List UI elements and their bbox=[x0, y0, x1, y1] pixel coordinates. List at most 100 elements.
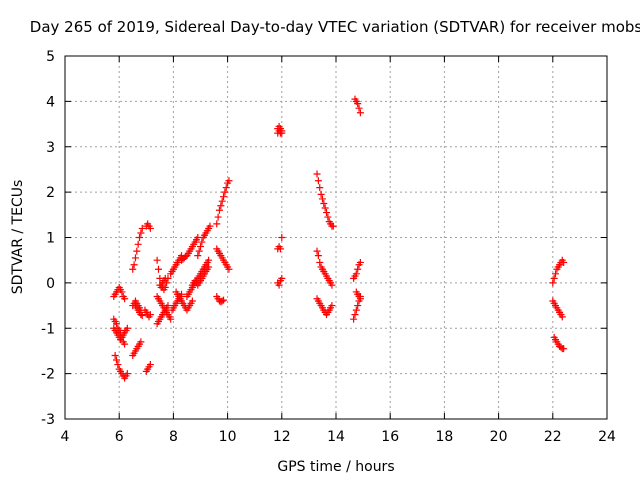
data-points bbox=[110, 95, 568, 382]
x-tick-label: 4 bbox=[61, 429, 70, 445]
data-point bbox=[130, 261, 138, 269]
data-point bbox=[153, 256, 161, 264]
data-point bbox=[112, 320, 120, 328]
data-point bbox=[205, 256, 213, 264]
data-point bbox=[560, 345, 568, 353]
y-tick-label: 4 bbox=[46, 94, 55, 110]
data-point bbox=[121, 295, 129, 303]
data-point bbox=[278, 129, 286, 137]
data-point bbox=[356, 109, 364, 117]
y-tick-label: 0 bbox=[46, 276, 55, 292]
y-tick-label: -2 bbox=[41, 367, 55, 383]
data-point bbox=[138, 312, 146, 320]
data-point bbox=[313, 170, 321, 178]
data-point bbox=[134, 240, 142, 248]
data-point bbox=[146, 361, 154, 369]
data-point bbox=[350, 315, 358, 323]
data-point bbox=[324, 213, 332, 221]
data-point bbox=[278, 274, 286, 282]
data-point bbox=[215, 206, 223, 214]
data-point bbox=[217, 202, 225, 210]
x-tick-label: 10 bbox=[219, 429, 237, 445]
data-point bbox=[188, 297, 196, 305]
data-point bbox=[314, 252, 322, 260]
y-tick-labels: -3 -2 -1 0 1 2 3 4 5 bbox=[41, 49, 55, 428]
data-point bbox=[146, 311, 154, 319]
data-point bbox=[316, 258, 324, 266]
data-point bbox=[323, 209, 331, 217]
data-point bbox=[136, 234, 144, 241]
data-point bbox=[329, 222, 337, 230]
data-point bbox=[118, 333, 126, 341]
data-point bbox=[167, 315, 175, 323]
data-point bbox=[352, 306, 360, 314]
data-point bbox=[276, 245, 284, 253]
data-point bbox=[137, 229, 145, 237]
data-point bbox=[355, 104, 363, 112]
data-point bbox=[112, 356, 120, 364]
data-point bbox=[317, 190, 325, 198]
data-point bbox=[318, 195, 326, 203]
data-point bbox=[352, 270, 360, 278]
data-point bbox=[194, 252, 202, 260]
data-point bbox=[118, 288, 126, 296]
x-tick-label: 6 bbox=[115, 429, 124, 445]
data-point bbox=[351, 311, 359, 319]
data-point bbox=[154, 265, 162, 273]
data-point bbox=[313, 247, 321, 255]
data-point bbox=[157, 283, 165, 291]
y-tick-label: 5 bbox=[46, 49, 55, 65]
data-point bbox=[316, 184, 324, 192]
data-point bbox=[218, 297, 226, 305]
data-point bbox=[225, 265, 233, 273]
axis-ticks bbox=[64, 55, 608, 420]
data-point bbox=[121, 340, 129, 348]
data-point bbox=[206, 222, 214, 230]
data-point bbox=[560, 258, 568, 266]
y-tick-label: -1 bbox=[41, 321, 55, 337]
y-tick-label: 1 bbox=[46, 231, 55, 247]
data-point bbox=[354, 100, 362, 108]
data-point bbox=[161, 274, 169, 282]
data-point bbox=[320, 199, 328, 207]
y-axis-label: SDTVAR / TECUs bbox=[10, 180, 26, 295]
chart-title: Day 265 of 2019, Sidereal Day-to-day VTE… bbox=[30, 18, 640, 36]
data-point bbox=[328, 302, 336, 310]
data-point bbox=[137, 338, 145, 346]
data-point bbox=[221, 188, 229, 196]
data-point bbox=[146, 224, 154, 232]
data-point bbox=[278, 234, 286, 241]
data-point bbox=[225, 177, 233, 185]
data-point bbox=[213, 220, 221, 228]
x-tick-label: 14 bbox=[327, 429, 345, 445]
data-point bbox=[114, 361, 122, 369]
x-tick-label: 20 bbox=[490, 429, 508, 445]
data-point bbox=[321, 204, 329, 212]
data-point bbox=[123, 370, 131, 378]
x-tick-label: 12 bbox=[273, 429, 291, 445]
x-axis-label: GPS time / hours bbox=[277, 459, 394, 475]
data-point bbox=[222, 184, 230, 192]
data-point bbox=[220, 193, 228, 201]
data-point bbox=[354, 265, 362, 273]
grid bbox=[65, 56, 607, 419]
data-point bbox=[354, 302, 362, 310]
data-point bbox=[356, 258, 364, 266]
data-point bbox=[137, 311, 145, 319]
data-point bbox=[218, 197, 226, 205]
data-point bbox=[220, 296, 228, 304]
data-point bbox=[328, 281, 336, 289]
data-point bbox=[549, 279, 557, 287]
data-point bbox=[314, 177, 322, 185]
data-point bbox=[111, 351, 119, 359]
data-point bbox=[123, 324, 131, 332]
data-point bbox=[117, 329, 125, 337]
y-tick-label: 3 bbox=[46, 140, 55, 156]
data-point bbox=[356, 295, 364, 303]
x-tick-label: 22 bbox=[544, 429, 562, 445]
data-point bbox=[131, 254, 139, 262]
x-tick-label: 8 bbox=[169, 429, 178, 445]
data-point bbox=[129, 265, 137, 273]
data-point bbox=[214, 213, 222, 221]
y-tick-label: -3 bbox=[41, 412, 55, 428]
